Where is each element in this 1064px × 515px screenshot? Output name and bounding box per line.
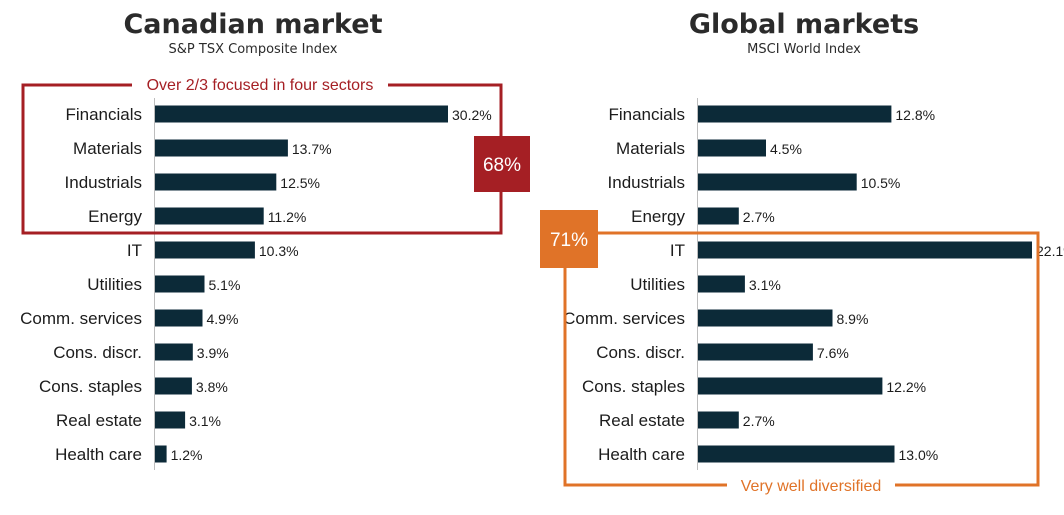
canadian-bars: Financials 30.2% Materials 13.7% Industrials…	[20, 105, 492, 464]
canadian-value-label-utilities: 5.1%	[209, 277, 241, 293]
global-bar-real-estate	[698, 411, 739, 429]
canadian-category-label-utilities: Utilities	[87, 275, 142, 294]
canadian-callout-label: Over 2/3 focused in four sectors	[147, 77, 374, 94]
canadian-bar-cons-discr	[155, 343, 193, 361]
global-markets-panel: Global markets MSCI World Index Financia…	[540, 9, 1064, 496]
canadian-category-label-comm-services: Comm. services	[20, 309, 142, 328]
global-value-label-utilities: 3.1%	[749, 277, 781, 293]
global-badge	[540, 210, 598, 268]
global-chart-subtitle: MSCI World Index	[747, 42, 861, 57]
canadian-category-label-it: IT	[127, 241, 142, 260]
canadian-category-label-energy: Energy	[88, 207, 142, 226]
global-value-label-cons-staples: 12.2%	[886, 379, 926, 395]
global-category-label-comm-services: Comm. services	[563, 309, 685, 328]
global-value-label-energy: 2.7%	[743, 209, 775, 225]
global-badge-text: 71%	[550, 230, 588, 251]
canadian-bar-health-care	[155, 445, 167, 463]
canadian-badge-text: 68%	[483, 155, 521, 176]
canadian-bar-comm-services	[155, 309, 203, 327]
canadian-value-label-cons-discr: 3.9%	[197, 345, 229, 361]
canadian-chart-subtitle: S&P TSX Composite Index	[169, 42, 338, 57]
canadian-bar-cons-staples	[155, 377, 192, 395]
canadian-value-label-health-care: 1.2%	[171, 447, 203, 463]
global-chart-title: Global markets	[689, 9, 919, 40]
canadian-bar-energy	[155, 207, 264, 225]
global-category-label-it: IT	[670, 241, 685, 260]
global-value-label-cons-discr: 7.6%	[817, 345, 849, 361]
global-value-label-financials: 12.8%	[895, 107, 935, 123]
global-value-label-comm-services: 8.9%	[837, 311, 869, 327]
global-bar-comm-services	[698, 309, 833, 327]
global-bar-cons-staples	[698, 377, 883, 395]
global-value-label-health-care: 13.0%	[899, 447, 939, 463]
global-category-label-health-care: Health care	[598, 445, 685, 464]
canadian-value-label-comm-services: 4.9%	[207, 311, 239, 327]
canadian-value-label-financials: 30.2%	[452, 107, 492, 123]
global-category-label-cons-discr: Cons. discr.	[596, 343, 685, 362]
global-category-label-financials: Financials	[608, 105, 685, 124]
global-value-label-industrials: 10.5%	[861, 175, 901, 191]
canadian-chart-title: Canadian market	[123, 9, 382, 40]
global-bar-it	[698, 241, 1032, 259]
canadian-category-label-financials: Financials	[65, 105, 142, 124]
global-bar-financials	[698, 105, 892, 123]
canadian-bar-materials	[155, 139, 288, 157]
canadian-category-label-health-care: Health care	[55, 445, 142, 464]
global-bars: Financials 12.8% Materials 4.5% Industrials 1…	[563, 105, 1064, 464]
canadian-category-label-cons-discr: Cons. discr.	[53, 343, 142, 362]
global-category-label-utilities: Utilities	[630, 275, 685, 294]
canadian-category-label-real-estate: Real estate	[56, 411, 142, 430]
global-bar-cons-discr	[698, 343, 813, 361]
global-bar-materials	[698, 139, 766, 157]
global-bar-industrials	[698, 173, 857, 191]
global-category-label-energy: Energy	[631, 207, 685, 226]
canadian-value-label-energy: 11.2%	[268, 209, 307, 225]
canadian-category-label-materials: Materials	[73, 139, 142, 158]
canadian-value-label-cons-staples: 3.8%	[196, 379, 228, 395]
global-value-label-it: 22.1%	[1036, 243, 1064, 259]
canadian-market-panel: Canadian market S&P TSX Composite Index …	[20, 9, 530, 470]
canadian-category-label-cons-staples: Cons. staples	[39, 377, 142, 396]
canadian-bar-industrials	[155, 173, 277, 191]
canadian-bar-financials	[155, 105, 448, 123]
global-bar-energy	[698, 207, 739, 225]
global-callout-label: Very well diversified	[741, 478, 882, 495]
canadian-value-label-industrials: 12.5%	[280, 175, 320, 191]
canadian-bar-it	[155, 241, 255, 259]
global-value-label-materials: 4.5%	[770, 141, 802, 157]
canadian-callout-label-bg	[132, 73, 388, 95]
canadian-value-label-it: 10.3%	[259, 243, 299, 259]
global-bar-utilities	[698, 275, 745, 293]
global-callout-label-bg	[727, 474, 895, 496]
canadian-value-label-materials: 13.7%	[292, 141, 332, 157]
canadian-badge	[474, 136, 530, 192]
global-bar-health-care	[698, 445, 895, 463]
global-category-label-cons-staples: Cons. staples	[582, 377, 685, 396]
global-category-label-materials: Materials	[616, 139, 685, 158]
canadian-category-label-industrials: Industrials	[65, 173, 142, 192]
canadian-bar-real-estate	[155, 411, 186, 429]
canadian-value-label-real-estate: 3.1%	[189, 413, 221, 429]
global-value-label-real-estate: 2.7%	[743, 413, 775, 429]
global-category-label-industrials: Industrials	[608, 173, 685, 192]
canadian-bar-utilities	[155, 275, 205, 293]
global-category-label-real-estate: Real estate	[599, 411, 685, 430]
